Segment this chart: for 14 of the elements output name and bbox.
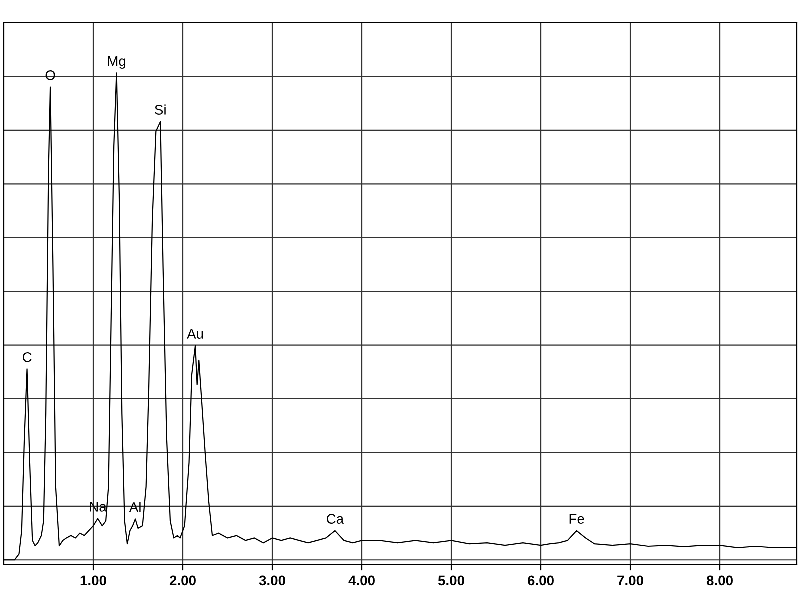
x-tick-label: 6.00 xyxy=(528,576,554,586)
x-tick-label: 1.00 xyxy=(80,576,106,586)
x-tick-label: 7.00 xyxy=(618,576,644,586)
x-tick-label: 4.00 xyxy=(348,576,375,586)
x-tick-label: 3.00 xyxy=(259,576,286,586)
annotation: Mg xyxy=(108,56,126,69)
x-tick-label: 8.00 xyxy=(706,576,733,586)
annotation: Si xyxy=(155,104,166,115)
annotation: Ca xyxy=(326,514,344,524)
annotation: Fe xyxy=(570,514,584,524)
annotation: Au xyxy=(187,329,204,339)
annotation: C xyxy=(22,352,32,362)
x-tick-label: 2.00 xyxy=(170,576,196,586)
x-tick-label: 5.00 xyxy=(438,576,464,586)
